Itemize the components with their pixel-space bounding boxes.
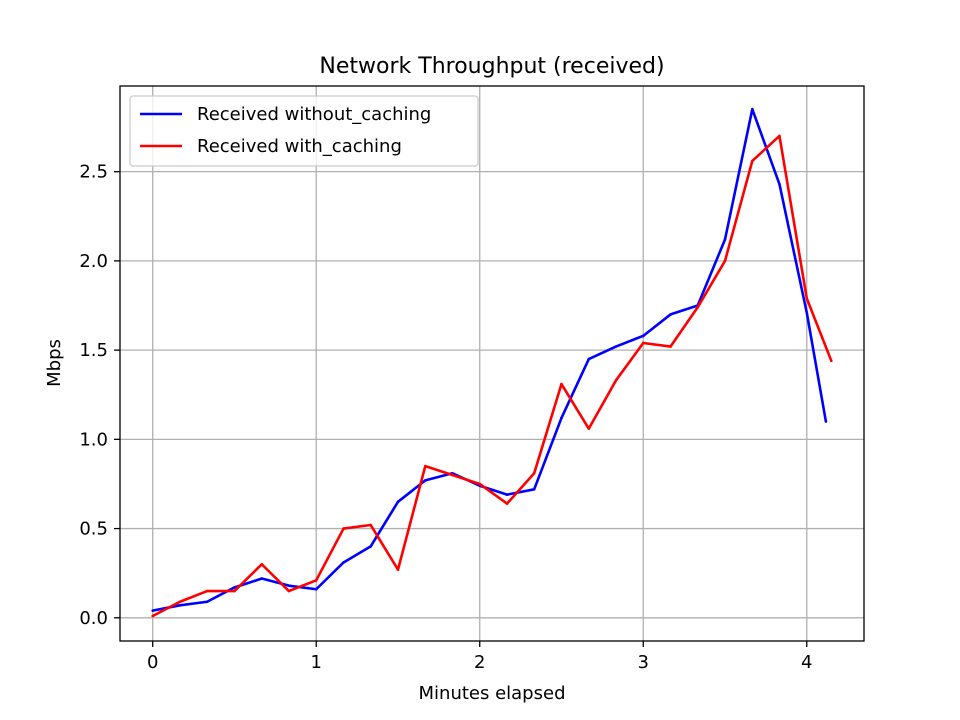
chart-title: Network Throughput (received) (319, 54, 664, 79)
series-point (532, 488, 536, 491)
series-point (287, 589, 291, 593)
legend: Received without_caching Received with_ca… (129, 95, 479, 167)
series-point (778, 134, 781, 138)
series-point (641, 341, 645, 345)
series-point (587, 427, 591, 430)
series-point (178, 604, 182, 607)
plot-frame (119, 85, 865, 642)
series-point (369, 545, 372, 548)
y-tick-label: 0.0 (79, 608, 108, 629)
series-point (314, 579, 318, 582)
series-point (532, 471, 536, 475)
series-point (587, 357, 591, 361)
series-point (824, 420, 828, 423)
x-tick-label: 4 (801, 652, 812, 673)
series-point (205, 600, 209, 604)
y-tick-label: 1.0 (79, 429, 108, 450)
series-point (505, 502, 509, 505)
series-point (396, 568, 400, 571)
y-axis-label: Mbps (44, 339, 65, 387)
series-point (614, 379, 618, 382)
series-point (751, 107, 754, 111)
y-tick-label: 0.5 (79, 519, 108, 540)
ticks: 0 1 2 3 4 0.0 0.5 1.0 1.5 2.0 2.5 (79, 162, 812, 673)
series-point (151, 614, 155, 618)
x-tick-label: 3 (638, 652, 649, 673)
series-point (669, 313, 672, 316)
series-point (723, 259, 727, 263)
y-tick-label: 1.5 (79, 340, 108, 361)
series-point (560, 382, 563, 386)
series-point (696, 305, 700, 309)
series-point (396, 500, 400, 504)
series-point (451, 473, 454, 477)
series-point (829, 359, 833, 363)
series-lines (151, 107, 833, 618)
x-tick-label: 2 (474, 652, 485, 673)
legend-label: Received without_caching (197, 104, 431, 125)
series-point (805, 311, 809, 314)
series-point (751, 159, 754, 163)
legend-item: Received with_caching (140, 136, 402, 157)
series-point (260, 577, 264, 580)
x-axis-label: Minutes elapsed (419, 683, 566, 704)
series-line (152, 107, 828, 612)
x-tick-label: 0 (147, 652, 158, 673)
series-point (805, 297, 809, 300)
series-point (560, 416, 563, 420)
series-point (423, 464, 427, 468)
series-point (423, 479, 427, 482)
legend-item: Received without_caching (140, 104, 431, 125)
series-point (478, 482, 482, 486)
series-2 (151, 134, 833, 618)
y-tick-label: 2.5 (79, 162, 108, 183)
series-point (151, 609, 155, 612)
series-point (342, 527, 345, 530)
series-point (369, 523, 372, 527)
series-line (152, 134, 833, 618)
series-point (260, 562, 264, 566)
series-point (614, 345, 618, 348)
series-point (287, 584, 291, 587)
series-point (723, 238, 727, 241)
series-point (178, 600, 182, 604)
series-point (205, 589, 209, 593)
series-point (669, 345, 672, 348)
series-point (342, 561, 345, 564)
series-1 (151, 107, 828, 612)
series-point (314, 587, 318, 591)
y-tick-label: 2.0 (79, 251, 108, 272)
series-point (641, 334, 645, 338)
legend-box (129, 95, 479, 167)
x-tick-label: 1 (310, 652, 321, 673)
series-point (778, 182, 781, 186)
series-point (233, 589, 236, 593)
series-point (233, 586, 236, 589)
series-point (505, 493, 509, 496)
legend-label: Received with_caching (197, 136, 402, 157)
